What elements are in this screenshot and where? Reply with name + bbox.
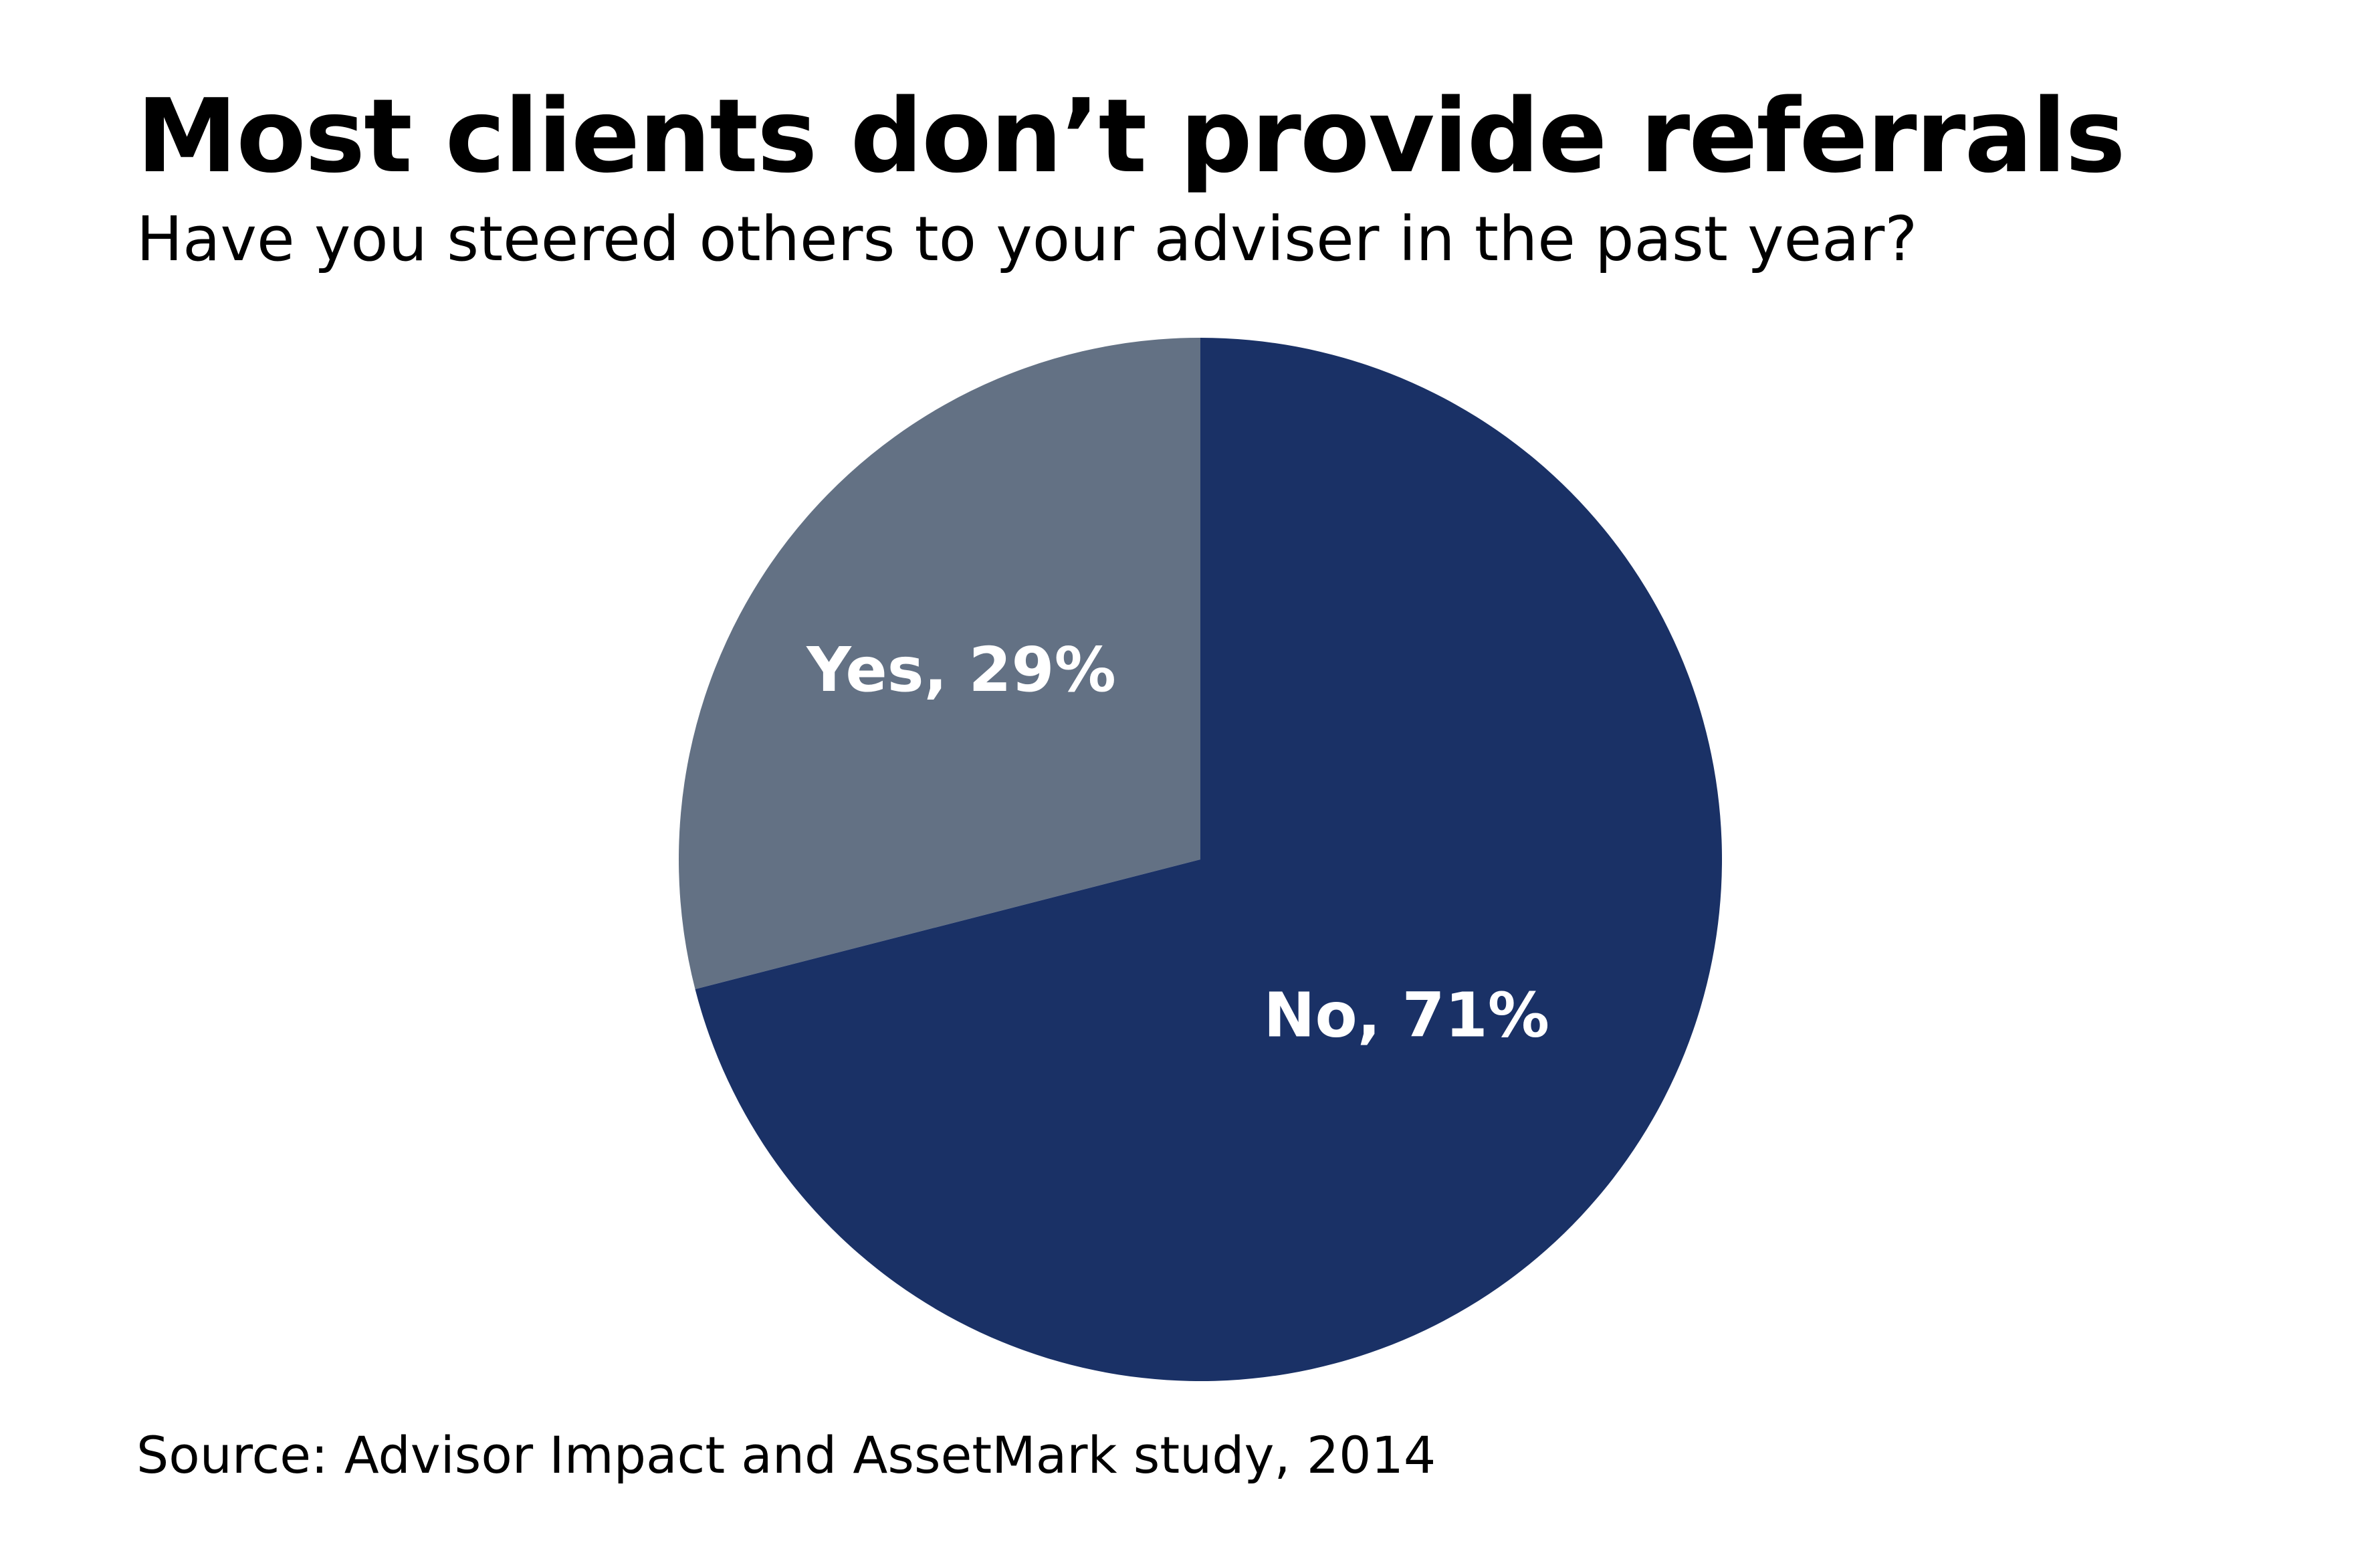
pie-label-yes: Yes, 29%	[806, 634, 1116, 706]
source-note: Source: Advisor Impact and AssetMark stu…	[136, 1425, 1436, 1485]
pie-labels: Yes, 29% No, 71%	[806, 634, 1549, 1051]
pie-slices	[679, 338, 1723, 1381]
pie-slice-yes	[679, 338, 1200, 989]
pie-slice-no	[695, 338, 1723, 1381]
pie-label-no: No, 71%	[1264, 979, 1549, 1051]
chart-subtitle: Have you steered others to your adviser …	[136, 203, 1918, 275]
chart-title: Most clients don’t provide referrals	[136, 77, 2126, 195]
